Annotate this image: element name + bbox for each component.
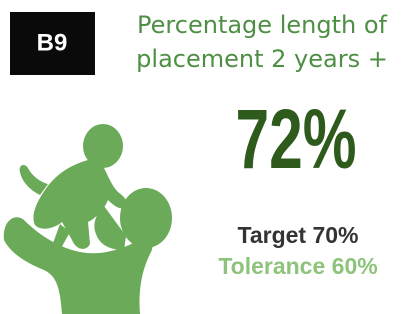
kpi-value: 72% xyxy=(235,92,356,186)
page: {"badge": "B9", "title_lines": ["Percent… xyxy=(0,0,404,314)
tile: B9 Percentage length of placement 2 year… xyxy=(0,0,404,314)
title-line: Percentage length of xyxy=(137,11,387,39)
parent-child-silhouette xyxy=(4,124,172,314)
target: Target 70% xyxy=(237,222,358,248)
tolerance: Tolerance 60% xyxy=(218,253,377,279)
badge-label: B9 xyxy=(37,29,68,56)
title-line: placement 2 years + xyxy=(136,45,388,73)
value-group: 72% xyxy=(235,92,356,186)
